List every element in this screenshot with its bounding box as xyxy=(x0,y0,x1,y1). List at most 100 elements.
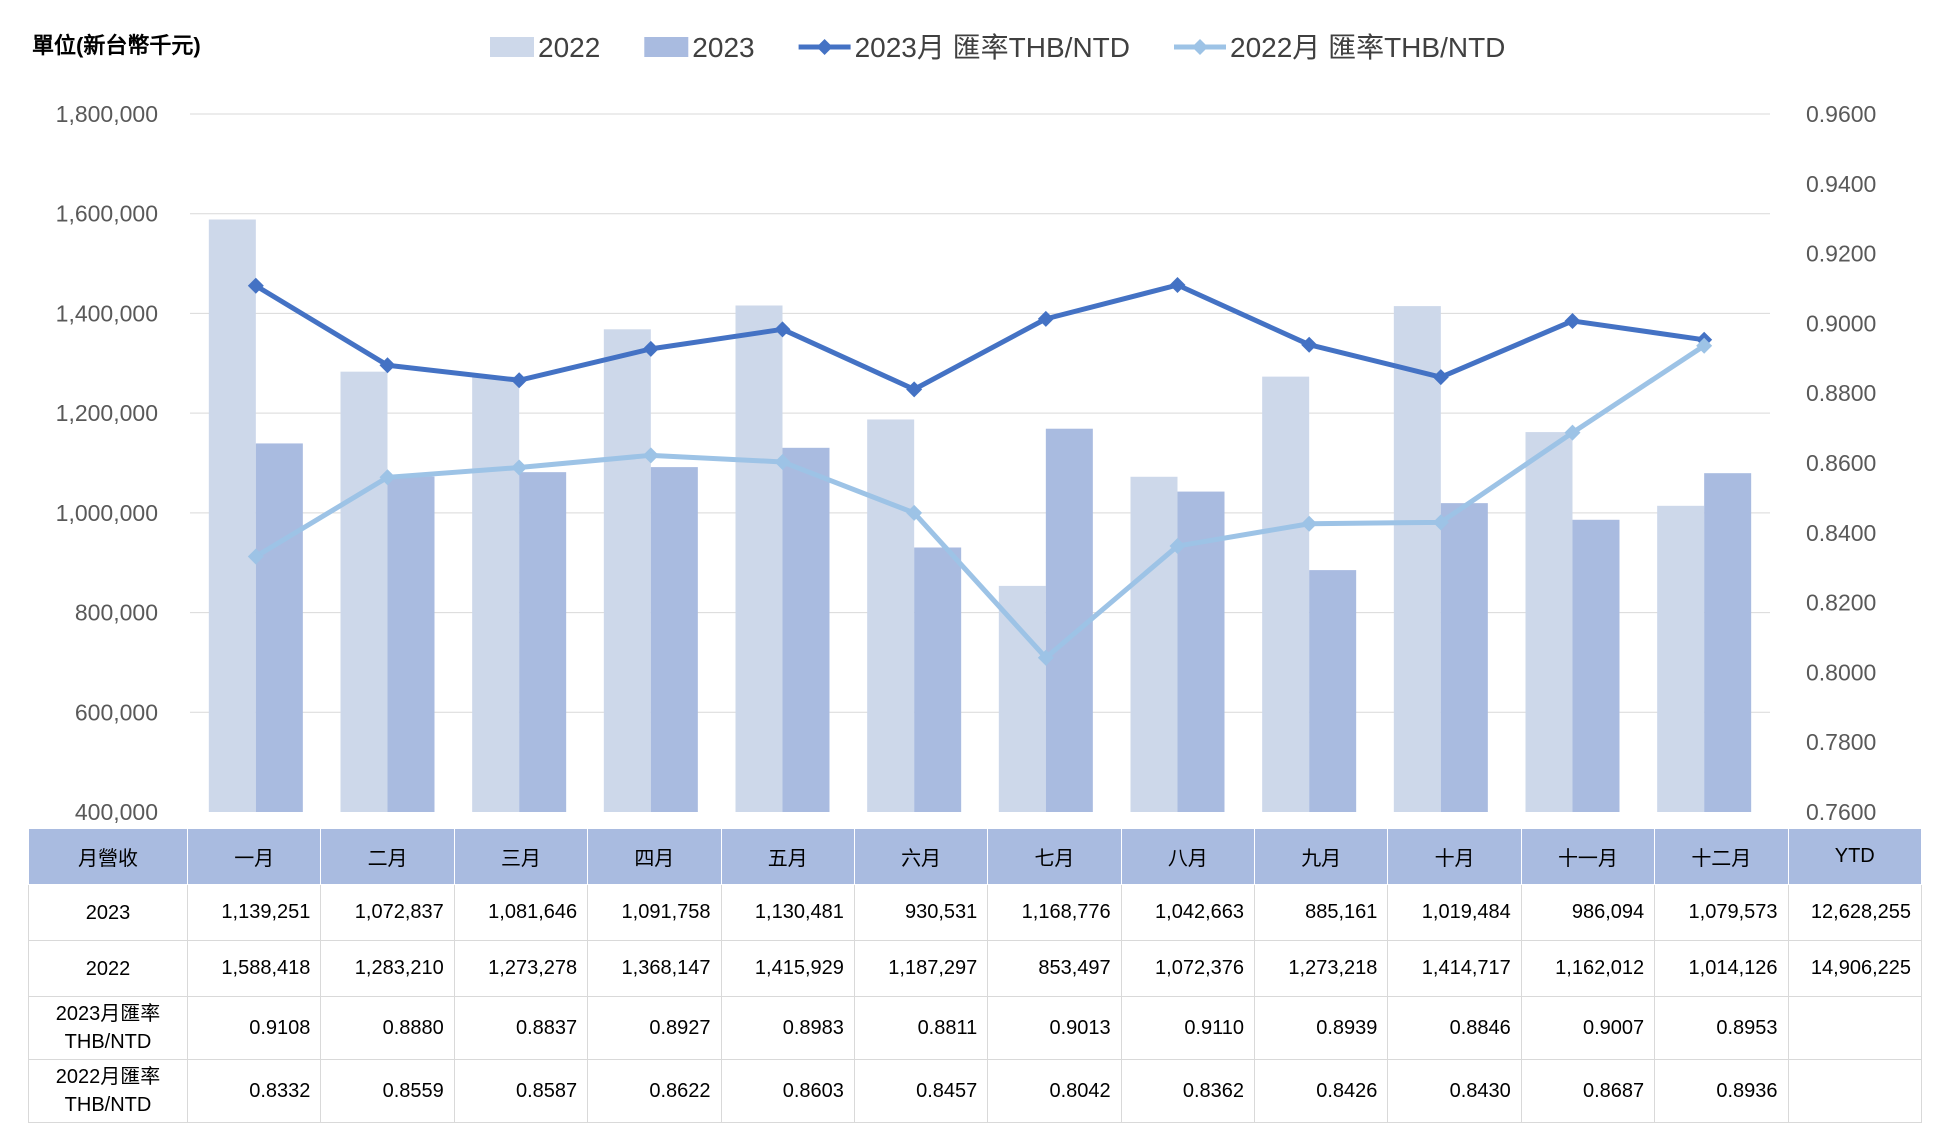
bar-2022 xyxy=(867,419,915,812)
line-marker-2022月 匯率THB/NTD xyxy=(511,459,528,476)
table-cell: 0.8880 xyxy=(320,996,455,1060)
table-cell: 0.9108 xyxy=(186,996,322,1060)
table-row: 2023月匯率 THB/NTD 0.9108 0.8880 0.8837 0.8927 0.… xyxy=(28,996,1922,1060)
bar-2023 xyxy=(255,443,303,812)
table-cell: 1,368,147 xyxy=(587,940,722,997)
table-column-header: 六月 xyxy=(853,828,989,885)
table-column-header: 十一月 xyxy=(1520,828,1656,885)
bar-2022 xyxy=(1657,505,1705,812)
table-cell xyxy=(1787,996,1922,1060)
table-cell: 0.8457 xyxy=(853,1059,989,1123)
table-cell: 1,130,481 xyxy=(720,884,855,941)
line-marker-2022月 匯率THB/NTD xyxy=(1037,649,1054,666)
right-tick-label: 0.9000 xyxy=(1806,310,1876,336)
table-cell: 0.9110 xyxy=(1120,996,1256,1060)
table-cell: 0.8622 xyxy=(587,1059,722,1123)
right-tick-label: 0.8600 xyxy=(1806,450,1876,476)
table-cell: 1,072,837 xyxy=(320,884,455,941)
line-marker-2023月 匯率THB/NTD xyxy=(642,340,659,357)
left-tick-label: 1,200,000 xyxy=(56,400,158,426)
table-cell: 1,019,484 xyxy=(1387,884,1522,941)
table-row: 2022月匯率 THB/NTD 0.8332 0.8559 0.8587 0.8622 0.… xyxy=(28,1059,1922,1123)
series-line-2022月 匯率THB/NTD xyxy=(254,343,1706,661)
table-cell: 1,091,758 xyxy=(587,884,722,941)
right-tick-label: 0.7800 xyxy=(1806,729,1876,755)
line-marker-2023月 匯率THB/NTD xyxy=(774,321,791,338)
series-line-2023月 匯率THB/NTD xyxy=(254,282,1705,392)
table-column-header: 十二月 xyxy=(1654,828,1789,885)
table-cell: 0.8687 xyxy=(1520,1059,1656,1123)
left-tick-label: 1,600,000 xyxy=(56,201,158,227)
table-cell: 0.8953 xyxy=(1654,996,1789,1060)
line-marker-2023月 匯率THB/NTD xyxy=(511,372,528,389)
table-row-label: 2022月匯率 THB/NTD xyxy=(28,1059,188,1123)
legend-label: 2023月 匯率THB/NTD xyxy=(855,32,1130,63)
line-marker-2023月 匯率THB/NTD xyxy=(1169,277,1186,294)
bar-2023 xyxy=(650,467,698,812)
table-cell: 1,162,012 xyxy=(1520,940,1656,997)
line-marker-2022月 匯率THB/NTD xyxy=(1169,538,1186,555)
bar-2022 xyxy=(1525,432,1573,812)
line-marker-2022月 匯率THB/NTD xyxy=(247,548,264,565)
legend-swatch-2023 xyxy=(644,37,689,57)
table-cell: 0.8559 xyxy=(320,1059,455,1123)
right-tick-label: 0.9600 xyxy=(1806,101,1876,127)
table-column-header: 四月 xyxy=(587,828,722,885)
line-marker-2022月 匯率THB/NTD xyxy=(1564,424,1581,441)
table-cell: 1,415,929 xyxy=(720,940,855,997)
table-cell: 885,161 xyxy=(1253,884,1389,941)
bar-2023 xyxy=(782,447,830,812)
left-tick-label: 1,000,000 xyxy=(56,500,158,526)
bar-2023 xyxy=(1572,519,1620,812)
line-marker-2023月 匯率THB/NTD xyxy=(1564,312,1581,329)
table-cell: 1,414,717 xyxy=(1387,940,1522,997)
table-column-header: 八月 xyxy=(1120,828,1256,885)
table-cell: 1,079,573 xyxy=(1654,884,1789,941)
revenue-table: 月營收 一月 二月 三月 四月 五月 六月 七月 八月 九月 十月 十一月 十二月 YTD 2023 1,1… xyxy=(28,828,1922,1123)
table-row: 2022 1,588,418 1,283,210 1,273,278 1,368,147… xyxy=(28,940,1922,997)
table-header-row: 月營收 一月 二月 三月 四月 五月 六月 七月 八月 九月 十月 十一月 十二月 YTD xyxy=(28,828,1922,885)
bar-2022 xyxy=(1130,476,1178,812)
left-tick-label: 400,000 xyxy=(75,799,158,825)
bar-2022 xyxy=(340,371,388,812)
table-row-label: 2023 xyxy=(28,884,188,941)
table-cell: 1,072,376 xyxy=(1120,940,1256,997)
legend-label: 2022 xyxy=(538,32,600,63)
table-column-header: 五月 xyxy=(720,828,855,885)
left-tick-label: 1,400,000 xyxy=(56,300,158,326)
line-marker-2022月 匯率THB/NTD xyxy=(1432,514,1449,531)
table-column-header: 三月 xyxy=(453,828,589,885)
left-tick-label: 600,000 xyxy=(75,699,158,725)
legend-marker-2023月 匯率THB/NTD xyxy=(816,39,833,55)
right-tick-label: 0.7600 xyxy=(1806,799,1876,825)
right-tick-label: 0.9400 xyxy=(1806,171,1876,197)
bar-2023 xyxy=(387,476,435,812)
table-cell: 1,588,418 xyxy=(186,940,322,997)
line-marker-2022月 匯率THB/NTD xyxy=(1696,337,1713,354)
right-tick-label: 0.9200 xyxy=(1806,241,1876,267)
right-tick-label: 0.8000 xyxy=(1806,659,1876,685)
right-tick-label: 0.8200 xyxy=(1806,590,1876,616)
table-cell: 986,094 xyxy=(1520,884,1656,941)
line-marker-2022月 匯率THB/NTD xyxy=(774,453,791,470)
line-marker-2023月 匯率THB/NTD xyxy=(247,277,264,294)
left-tick-label: 800,000 xyxy=(75,600,158,626)
table-column-header: YTD xyxy=(1787,828,1922,885)
table-cell: 0.8362 xyxy=(1120,1059,1256,1123)
line-marker-2023月 匯率THB/NTD xyxy=(1432,369,1449,386)
bar-2023 xyxy=(519,472,567,812)
line-marker-2022月 匯率THB/NTD xyxy=(379,469,396,486)
bar-2023 xyxy=(1045,428,1093,812)
table-cell: 0.8811 xyxy=(853,996,989,1060)
line-marker-2023月 匯率THB/NTD xyxy=(906,381,923,398)
table-cell: 0.8936 xyxy=(1654,1059,1789,1123)
left-tick-label: 1,800,000 xyxy=(56,101,158,127)
line-marker-2022月 匯率THB/NTD xyxy=(906,504,923,521)
bar-2022 xyxy=(735,305,783,812)
table-cell: 1,273,218 xyxy=(1253,940,1389,997)
legend-swatch-2022 xyxy=(490,37,534,57)
bar-2022 xyxy=(998,585,1046,812)
table-cell: 0.9013 xyxy=(987,996,1122,1060)
table-cell: 930,531 xyxy=(853,884,989,941)
